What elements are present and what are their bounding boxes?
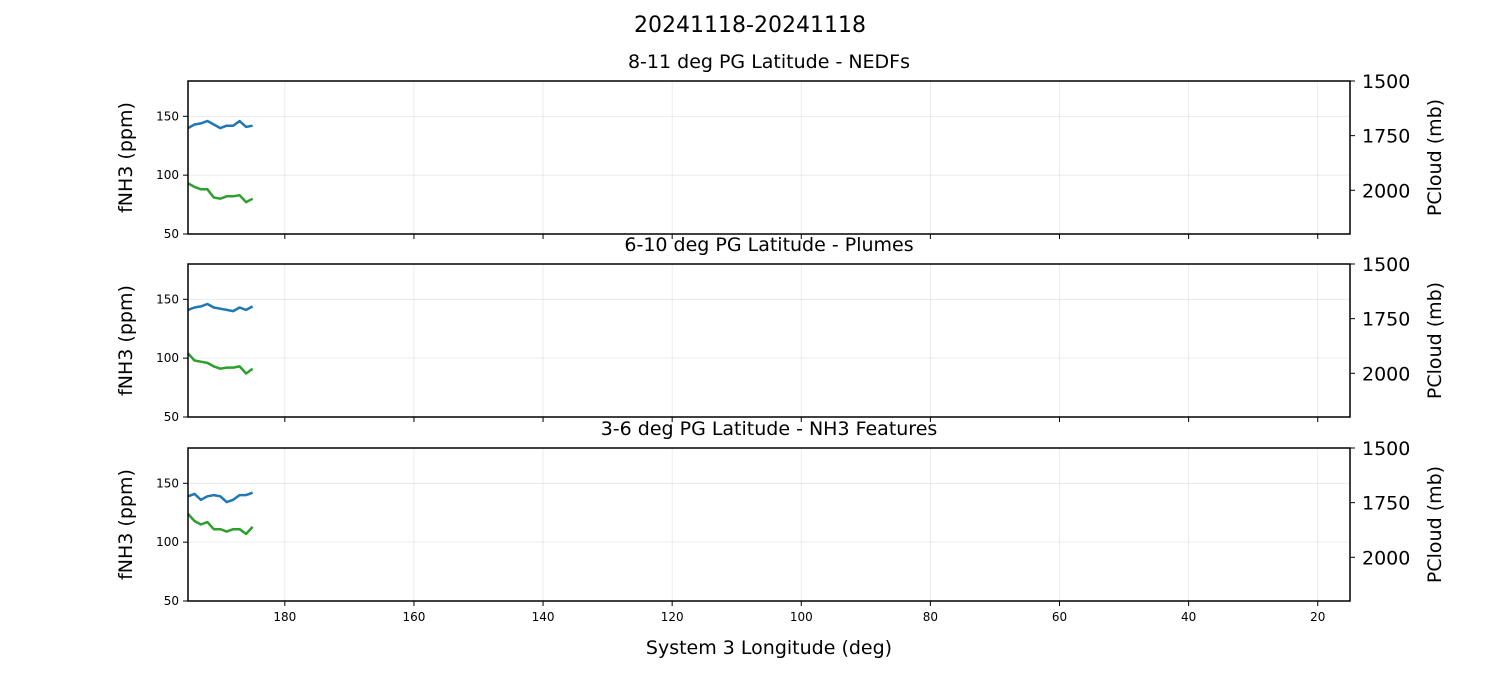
figure-title: 20241118-20241118 — [634, 13, 866, 38]
y-tick-label: 150 — [156, 109, 179, 123]
x-tick-label: 100 — [790, 610, 813, 624]
y2-axis-label: PCloud (mb) — [1424, 99, 1446, 216]
y2-tick-label: 1750 — [1362, 309, 1410, 331]
x-tick-label: 60 — [1052, 610, 1067, 624]
y-tick-label: 50 — [164, 594, 179, 608]
y-tick-label: 50 — [164, 410, 179, 424]
y-tick-label: 100 — [156, 535, 179, 549]
series-line-2 — [187, 182, 254, 204]
series-line-1 — [187, 302, 254, 313]
y-axis-label: fNH3 (ppm) — [115, 285, 137, 396]
y2-tick-label: 1500 — [1362, 71, 1410, 93]
y2-tick-label: 1500 — [1362, 254, 1410, 276]
y-tick-label: 100 — [156, 168, 179, 182]
y2-tick-label: 2000 — [1362, 180, 1410, 202]
subplot-2: 50 100 150 1500 1750 2000 6-10 deg PG Latitude… — [115, 234, 1446, 424]
y2-axis-label: PCloud (mb) — [1424, 282, 1446, 399]
y-tick-label: 100 — [156, 351, 179, 365]
y2-tick-label: 2000 — [1362, 363, 1410, 385]
plot-frame — [187, 447, 1351, 602]
series-line-1 — [187, 491, 254, 504]
x-tick-label: 80 — [923, 610, 938, 624]
y-tick-label: 150 — [156, 292, 179, 306]
y2-tick-label: 2000 — [1362, 547, 1410, 569]
plot-frame — [187, 80, 1351, 235]
x-tick-label: 160 — [402, 610, 425, 624]
series-line-2 — [187, 352, 254, 375]
subplot-title: 8-11 deg PG Latitude - NEDFs — [628, 51, 910, 73]
y2-tick-label: 1750 — [1362, 126, 1410, 148]
y-tick-label: 150 — [156, 476, 179, 490]
series-line-1 — [187, 119, 253, 130]
y-tick-label: 50 — [164, 227, 179, 241]
plot-area — [188, 448, 1350, 601]
x-tick-label: 20 — [1310, 610, 1325, 624]
x-tick-label: 120 — [661, 610, 684, 624]
y2-tick-label: 1500 — [1362, 438, 1410, 460]
x-tick-label: 180 — [273, 610, 296, 624]
plot-area — [188, 264, 1350, 417]
series-line-2 — [187, 513, 254, 536]
plot-area — [188, 81, 1350, 234]
subplot-title: 3-6 deg PG Latitude - NH3 Features — [601, 418, 938, 440]
subplot-3: 180 160 140 120 100 80 60 40 20 50 100 150 1500 1750 2… — [115, 418, 1446, 659]
subplot-title: 6-10 deg PG Latitude - Plumes — [624, 234, 913, 256]
y-axis-label: fNH3 (ppm) — [115, 102, 137, 213]
x-tick-label: 40 — [1181, 610, 1196, 624]
subplot-1: 50 100 150 1500 1750 2000 8-11 deg PG Latitude… — [115, 51, 1446, 241]
y-axis-label: fNH3 (ppm) — [115, 469, 137, 580]
y2-tick-label: 1750 — [1362, 493, 1410, 515]
y2-axis-label: PCloud (mb) — [1424, 466, 1446, 583]
x-axis-label: System 3 Longitude (deg) — [646, 637, 892, 659]
x-tick-label: 140 — [532, 610, 555, 624]
plot-frame — [187, 263, 1351, 418]
